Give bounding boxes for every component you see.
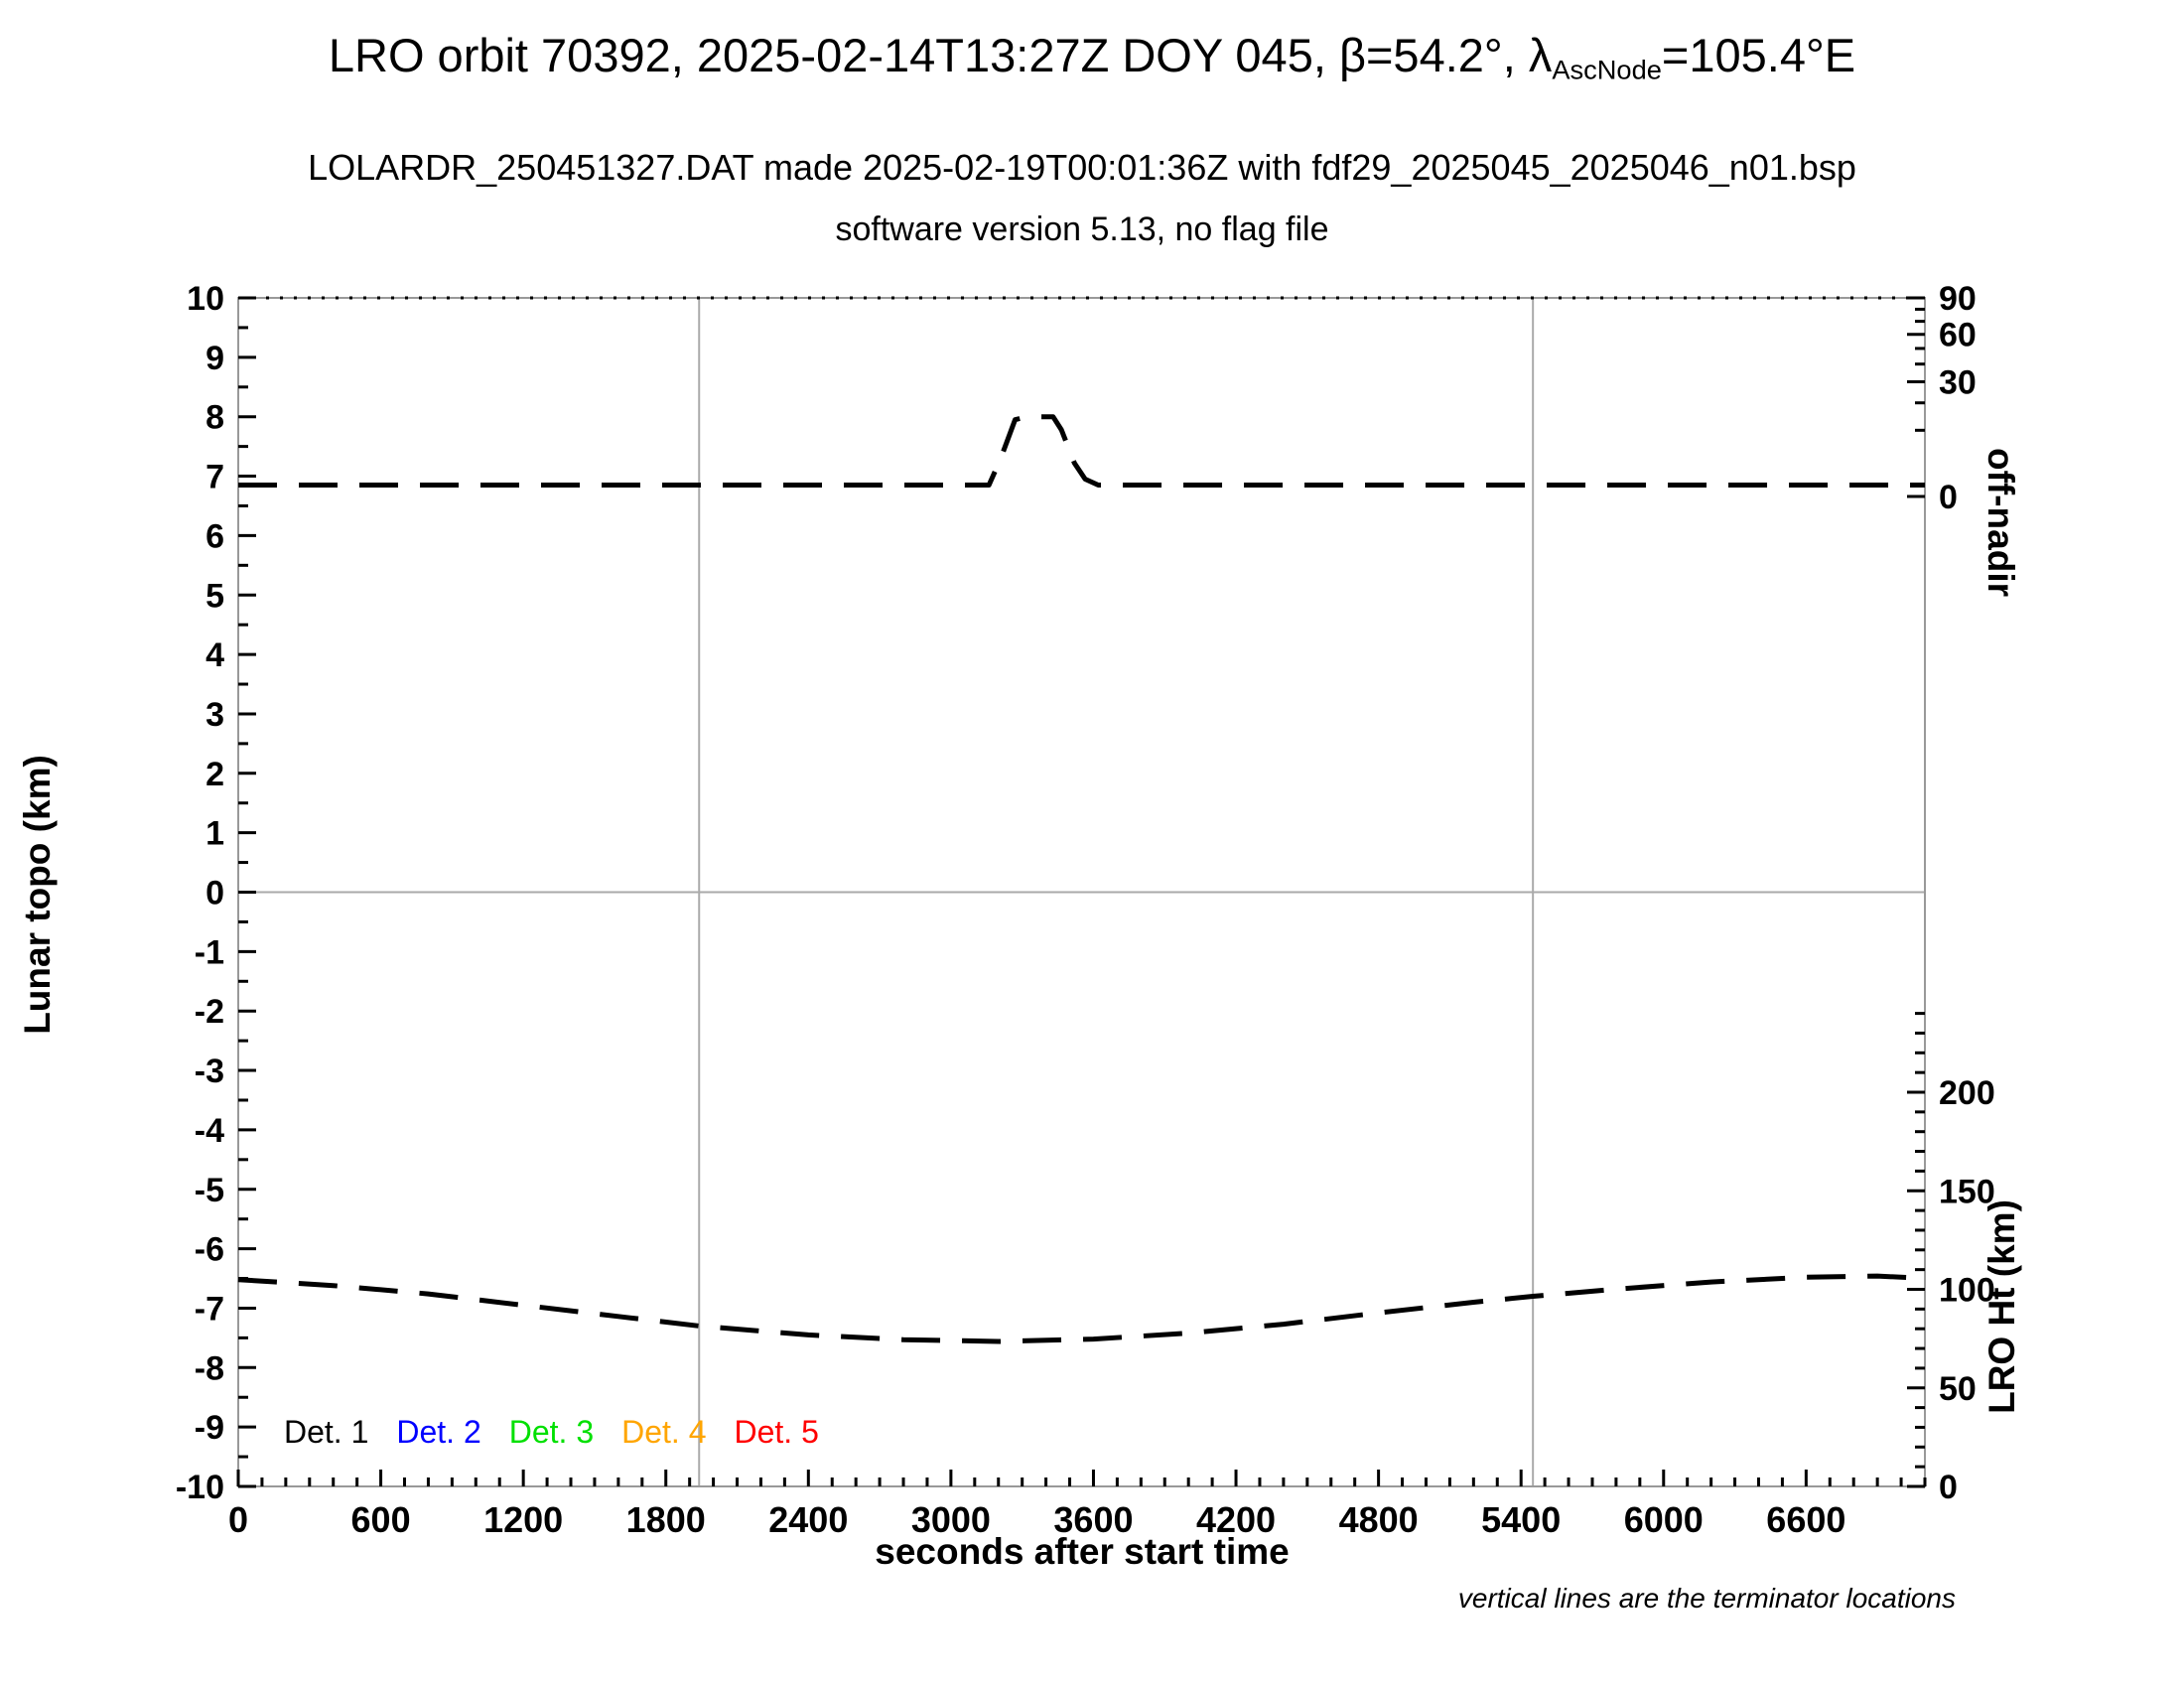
x-tick-label: 600 xyxy=(351,1499,411,1540)
lro-ht-tick-label: 200 xyxy=(1939,1074,1995,1112)
y-left-tick-label: -9 xyxy=(195,1409,224,1447)
y-left-tick-label: 10 xyxy=(187,280,224,318)
x-tick-label: 3000 xyxy=(911,1499,991,1540)
legend-item-det4: Det. 4 xyxy=(621,1414,707,1450)
y-left-tick-label: -5 xyxy=(195,1172,224,1209)
y-left-tick-label: 3 xyxy=(205,696,224,734)
title-suffix: =105.4°E xyxy=(1661,29,1856,81)
lro-ht-tick-label: 50 xyxy=(1939,1370,1977,1408)
lro-ht-tick-label: 100 xyxy=(1939,1272,1995,1310)
off-nadir-tick-label: 90 xyxy=(1939,280,1977,318)
y-axis-label-lunar-topo: Lunar topo (km) xyxy=(17,755,58,1035)
lro-height-curve xyxy=(237,1273,1926,1344)
x-tick-label: 1200 xyxy=(483,1499,563,1540)
x-axis-label: seconds after start time xyxy=(875,1531,1290,1572)
y-left-tick-label: 7 xyxy=(205,459,224,496)
legend-item-det2: Det. 2 xyxy=(396,1414,481,1450)
y-left-tick-label: 0 xyxy=(205,875,224,913)
off-nadir-tick-label: 0 xyxy=(1939,479,1958,516)
off-nadir-tick-label: 60 xyxy=(1939,317,1977,354)
lro-ht-tick-label: 150 xyxy=(1939,1173,1995,1210)
x-tick-label: 6600 xyxy=(1766,1499,1845,1540)
title-prefix: LRO orbit 70392, 2025-02-14T13:27Z DOY 0… xyxy=(328,29,1553,81)
y-left-tick-label: -10 xyxy=(176,1469,224,1506)
y-left-tick-label: 4 xyxy=(205,636,224,674)
y-left-tick-label: 6 xyxy=(205,517,224,555)
terminator-footnote: vertical lines are the terminator locati… xyxy=(1457,1583,1956,1614)
y-left-tick-label: 2 xyxy=(205,756,224,793)
x-tick-label: 4200 xyxy=(1196,1499,1276,1540)
y-left-tick-label: -1 xyxy=(195,933,224,971)
detector-legend: Det. 1 Det. 2 Det. 3 Det. 4 Det. 5 xyxy=(284,1414,819,1451)
software-version-line: software version 5.13, no flag file xyxy=(835,211,1329,248)
y-left-tick-label: 5 xyxy=(205,577,224,615)
x-tick-label: 3600 xyxy=(1053,1499,1133,1540)
legend-item-det3: Det. 3 xyxy=(508,1414,595,1450)
x-tick-label: 0 xyxy=(228,1499,248,1540)
y-left-tick-label: -7 xyxy=(195,1290,224,1328)
y-left-tick-label: 1 xyxy=(205,815,224,853)
y-left-tick-label: 9 xyxy=(205,340,224,377)
legend-item-det1: Det. 1 xyxy=(284,1414,369,1450)
x-tick-label: 4800 xyxy=(1339,1499,1419,1540)
off-nadir-tick-label: 30 xyxy=(1939,364,1977,402)
y-axis-label-off-nadir: off-nadir xyxy=(1980,447,2021,598)
y-left-tick-label: -6 xyxy=(195,1231,224,1269)
legend-item-det5: Det. 5 xyxy=(734,1414,819,1450)
y-left-tick-label: -3 xyxy=(195,1053,224,1090)
y-left-tick-label: -8 xyxy=(195,1349,224,1387)
y-left-tick-label: -4 xyxy=(195,1112,224,1150)
subtitle-filename: LOLARDR_250451327.DAT made 2025-02-19T00… xyxy=(308,147,1856,188)
x-tick-label: 1800 xyxy=(626,1499,706,1540)
page-title: LRO orbit 70392, 2025-02-14T13:27Z DOY 0… xyxy=(0,28,2184,86)
off-nadir-angle-curve xyxy=(238,414,1925,488)
title-subscript: AscNode xyxy=(1552,54,1662,85)
x-tick-label: 2400 xyxy=(768,1499,848,1540)
x-tick-label: 5400 xyxy=(1481,1499,1561,1540)
x-tick-label: 6000 xyxy=(1624,1499,1704,1540)
y-left-tick-label: -2 xyxy=(195,993,224,1031)
y-axis-label-lro-height: LRO Ht (km) xyxy=(1981,1199,2022,1414)
y-left-tick-label: 8 xyxy=(205,399,224,437)
lro-ht-tick-label: 0 xyxy=(1939,1469,1958,1506)
